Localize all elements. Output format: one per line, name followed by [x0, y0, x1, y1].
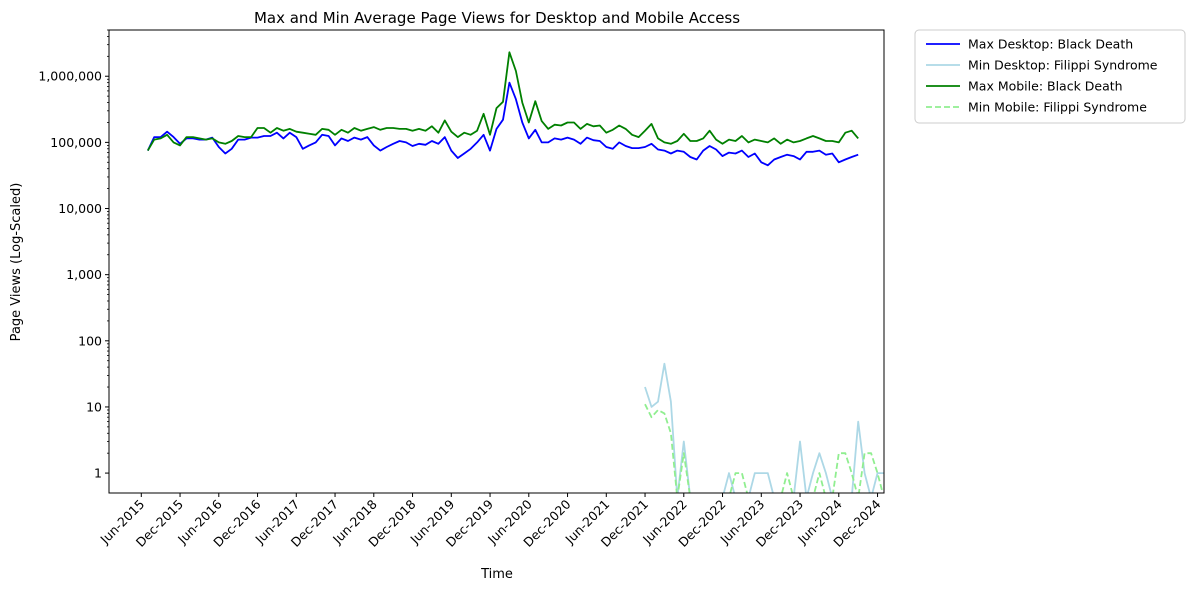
series-layer: [146, 51, 884, 493]
series-line-3: [147, 51, 859, 152]
y-axis-label: Page Views (Log-Scaled): [9, 183, 24, 342]
y-axis: 1 10 100 1,000 10,000 100,000 1,000,000: [38, 29, 109, 481]
y-tick-label: 10,000: [58, 201, 102, 216]
legend-label-4: Min Mobile: Filippi Syndrome: [968, 100, 1147, 115]
legend-frame: [914, 29, 1186, 124]
legend-label-2: Min Desktop: Filippi Syndrome: [968, 58, 1158, 73]
y-tick-label: 100: [78, 333, 102, 348]
series-line-1: [146, 81, 859, 167]
series-line-4: [644, 403, 884, 493]
y-tick-label: 10: [86, 399, 102, 414]
chart-title: Max and Min Average Page Views for Deskt…: [254, 9, 740, 27]
x-axis: Jun-2015Dec-2015Jun-2016Dec-2016Jun-2017…: [97, 493, 884, 550]
y-tick-label: 1: [94, 466, 102, 481]
x-axis-label: Time: [480, 567, 513, 582]
plot-area-frame: [108, 29, 885, 494]
series-line-2: [644, 362, 884, 493]
legend: Max Desktop: Black Death Min Desktop: Fil…: [914, 29, 1186, 124]
legend-label-3: Max Mobile: Black Death: [968, 79, 1123, 94]
y-tick-label: 100,000: [50, 135, 102, 150]
y-tick-label: 1,000,000: [38, 69, 102, 84]
y-tick-label: 1,000: [66, 267, 102, 282]
legend-label-1: Max Desktop: Black Death: [968, 37, 1133, 52]
